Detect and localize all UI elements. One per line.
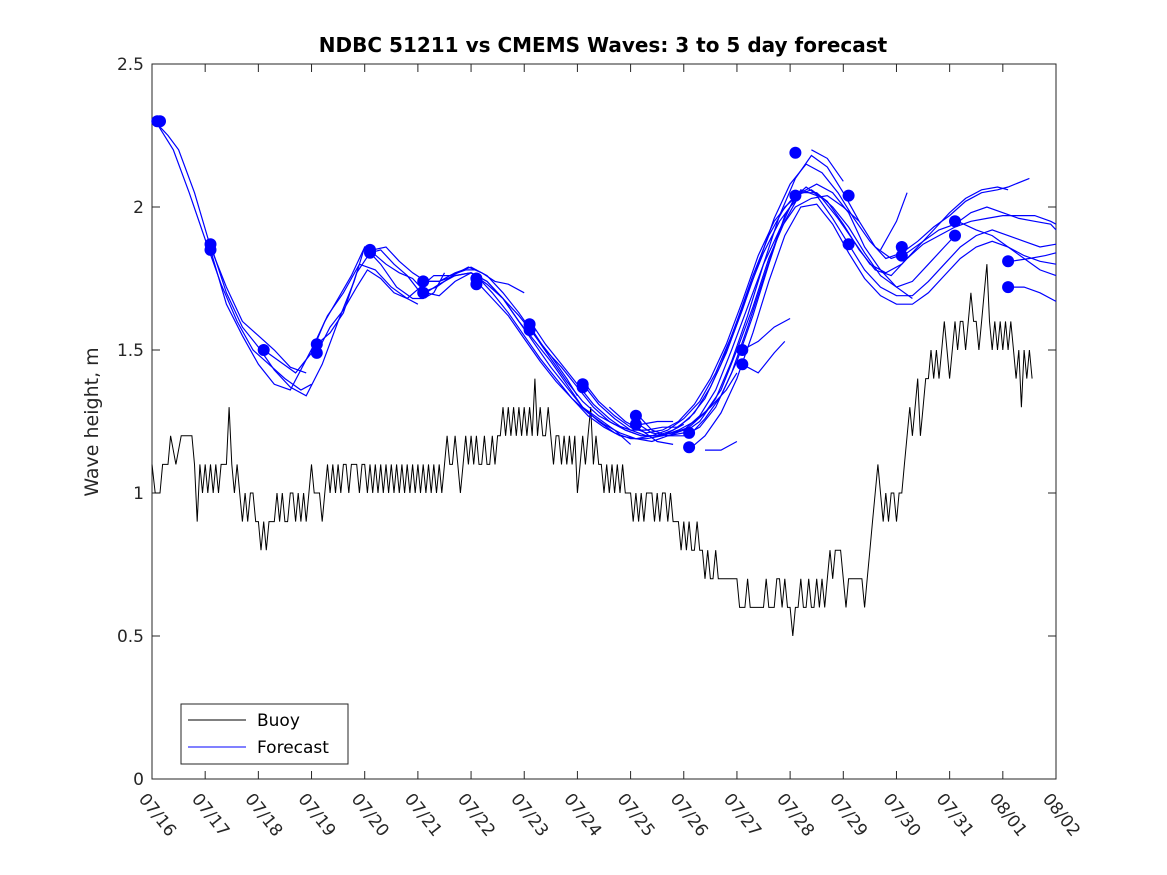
forecast-start-marker <box>523 324 536 336</box>
x-tick-label: 07/16 <box>134 790 180 841</box>
series-forecast-run-23 <box>957 220 1057 277</box>
forecast-start-marker <box>417 275 430 288</box>
forecast-start-marker <box>364 246 376 259</box>
series-forecast-run-30 <box>811 149 844 182</box>
x-tick-label: 08/02 <box>1038 790 1084 841</box>
series-forecast-run-16 <box>584 163 1030 437</box>
forecast-start-marker <box>789 189 802 202</box>
forecast-start-marker <box>257 344 270 356</box>
forecast-start-marker <box>470 278 483 291</box>
forecast-start-marker <box>736 344 749 356</box>
forecast-start-marker <box>736 358 749 371</box>
forecast-start-marker <box>629 418 642 431</box>
series-forecast-run-1 <box>156 123 312 391</box>
x-tick-label: 07/31 <box>932 790 978 841</box>
forecast-start-marker <box>310 338 323 351</box>
series-forecast-run-20 <box>691 203 1057 448</box>
series-forecast-run-27 <box>705 440 738 451</box>
legend-forecast-label: Forecast <box>257 738 329 758</box>
legend: Buoy Forecast <box>180 703 349 765</box>
legend-box <box>180 703 349 765</box>
forecast-start-marker <box>310 346 323 359</box>
series-forecast-run-4 <box>263 245 446 374</box>
forecast-start-marker <box>154 115 166 128</box>
forecast-start-marker <box>683 441 696 454</box>
y-axis-label: Wave height, m <box>81 347 103 496</box>
axes-box <box>151 63 1057 780</box>
forecast-start-marker <box>895 249 908 262</box>
x-tick-label: 07/30 <box>879 790 925 841</box>
series-forecast-run-13 <box>531 183 913 437</box>
series-buoy-line <box>151 264 1033 637</box>
forecast-start-marker <box>417 286 430 299</box>
forecast-start-marker <box>949 229 961 242</box>
x-tick-label: 07/27 <box>719 790 765 841</box>
series-forecast-run-25 <box>1010 252 1057 262</box>
series-forecast-run-18 <box>638 189 1057 437</box>
series-forecast-run-9 <box>425 266 685 431</box>
series-forecast-run-21 <box>742 317 791 351</box>
chart-title: NDBC 51211 vs CMEMS Waves: 3 to 5 day fo… <box>319 33 888 57</box>
x-tick-label: 08/01 <box>985 790 1031 841</box>
x-tick-label: 07/26 <box>666 790 712 841</box>
x-tick-label: 07/24 <box>559 790 605 841</box>
forecast-start-marker <box>842 189 855 202</box>
forecast-start-marker <box>576 381 589 394</box>
x-tick-label: 07/29 <box>825 790 871 841</box>
x-tick-label: 07/20 <box>347 790 393 841</box>
series-forecast-run-22 <box>742 340 786 374</box>
y-tick-label: 1 <box>133 484 144 504</box>
forecast-start-marker <box>842 238 855 251</box>
series-forecast-run-26 <box>608 406 674 445</box>
x-tick-label: 07/21 <box>400 790 446 841</box>
x-tick-label: 07/28 <box>772 790 818 841</box>
series-forecast-run-28 <box>641 420 674 425</box>
x-tick-label: 07/17 <box>187 790 233 841</box>
y-tick-label: 2 <box>133 198 144 218</box>
forecast-start-marker <box>204 243 217 256</box>
legend-buoy-label: Buoy <box>257 711 300 731</box>
series-forecast-run-0 <box>154 120 307 374</box>
x-tick-label: 07/25 <box>613 790 659 841</box>
y-tick-label: 1.5 <box>117 341 144 361</box>
x-tick-label: 07/19 <box>294 790 340 841</box>
y-tick-label: 0 <box>133 770 144 790</box>
series-forecast-run-5 <box>316 269 477 354</box>
series-forecast-run-10 <box>425 272 738 440</box>
forecast-start-marker <box>683 426 696 439</box>
y-tick-label: 0.5 <box>117 627 144 647</box>
series-forecast-run-15 <box>584 186 1009 434</box>
x-tick-label: 07/18 <box>240 790 286 841</box>
forecast-start-marker <box>789 146 802 159</box>
forecast-start-marker <box>1002 255 1015 268</box>
series-forecast-run-14 <box>531 192 956 437</box>
x-tick-label: 07/23 <box>506 790 552 841</box>
series-forecast-run-17 <box>638 154 1057 437</box>
series-forecast-run-24 <box>1010 286 1057 302</box>
forecast-start-marker <box>629 409 642 422</box>
series-forecast-run-19 <box>691 189 1057 434</box>
series-forecast-run-29 <box>879 192 908 251</box>
series-forecast-run-2 <box>209 244 366 397</box>
x-tick-label: 07/22 <box>453 790 499 841</box>
forecast-start-marker <box>895 241 908 253</box>
forecast-start-marker <box>1002 281 1015 294</box>
y-tick-label: 2.5 <box>117 55 144 75</box>
forecast-start-marker <box>949 215 961 228</box>
